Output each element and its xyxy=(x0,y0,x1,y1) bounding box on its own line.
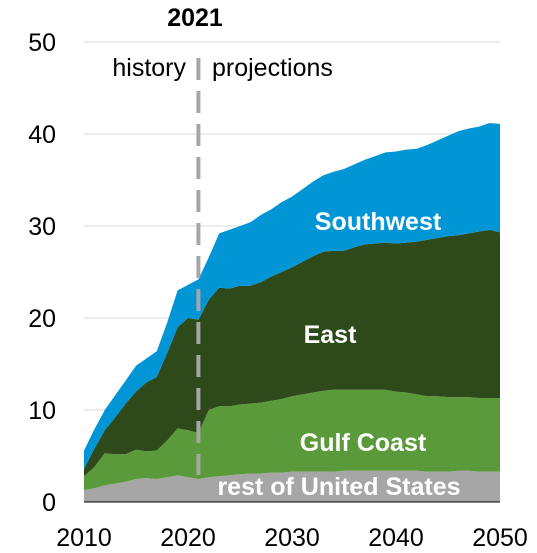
stacked-areas xyxy=(84,123,500,502)
divider-year-label: 2021 xyxy=(167,4,223,32)
y-tick-label-50: 50 xyxy=(28,29,56,57)
area-label-gulf-coast: Gulf Coast xyxy=(300,429,427,457)
area-label-southwest: Southwest xyxy=(315,208,442,236)
y-axis-tick-labels: 0 10 20 30 40 50 xyxy=(28,29,56,517)
x-tick-label-2010: 2010 xyxy=(56,524,112,552)
x-tick-label-2040: 2040 xyxy=(368,524,424,552)
area-east xyxy=(84,229,500,477)
area-label-rest-of-us: rest of United States xyxy=(217,473,460,501)
y-tick-label-0: 0 xyxy=(42,489,56,517)
x-tick-label-2020: 2020 xyxy=(160,524,216,552)
y-tick-label-30: 30 xyxy=(28,213,56,241)
area-label-east: East xyxy=(304,321,357,349)
area-gulf-coast xyxy=(84,389,500,490)
y-tick-label-10: 10 xyxy=(28,397,56,425)
y-tick-label-40: 40 xyxy=(28,121,56,149)
x-tick-label-2030: 2030 xyxy=(264,524,320,552)
x-tick-label-2050: 2050 xyxy=(472,524,528,552)
projections-label: projections xyxy=(212,54,333,82)
area-rest-of-united-states xyxy=(84,470,500,502)
history-label: history xyxy=(112,54,186,82)
area-southwest xyxy=(84,123,500,469)
x-axis-tick-labels: 2010 2020 2030 2040 2050 xyxy=(56,524,528,552)
y-tick-label-20: 20 xyxy=(28,305,56,333)
